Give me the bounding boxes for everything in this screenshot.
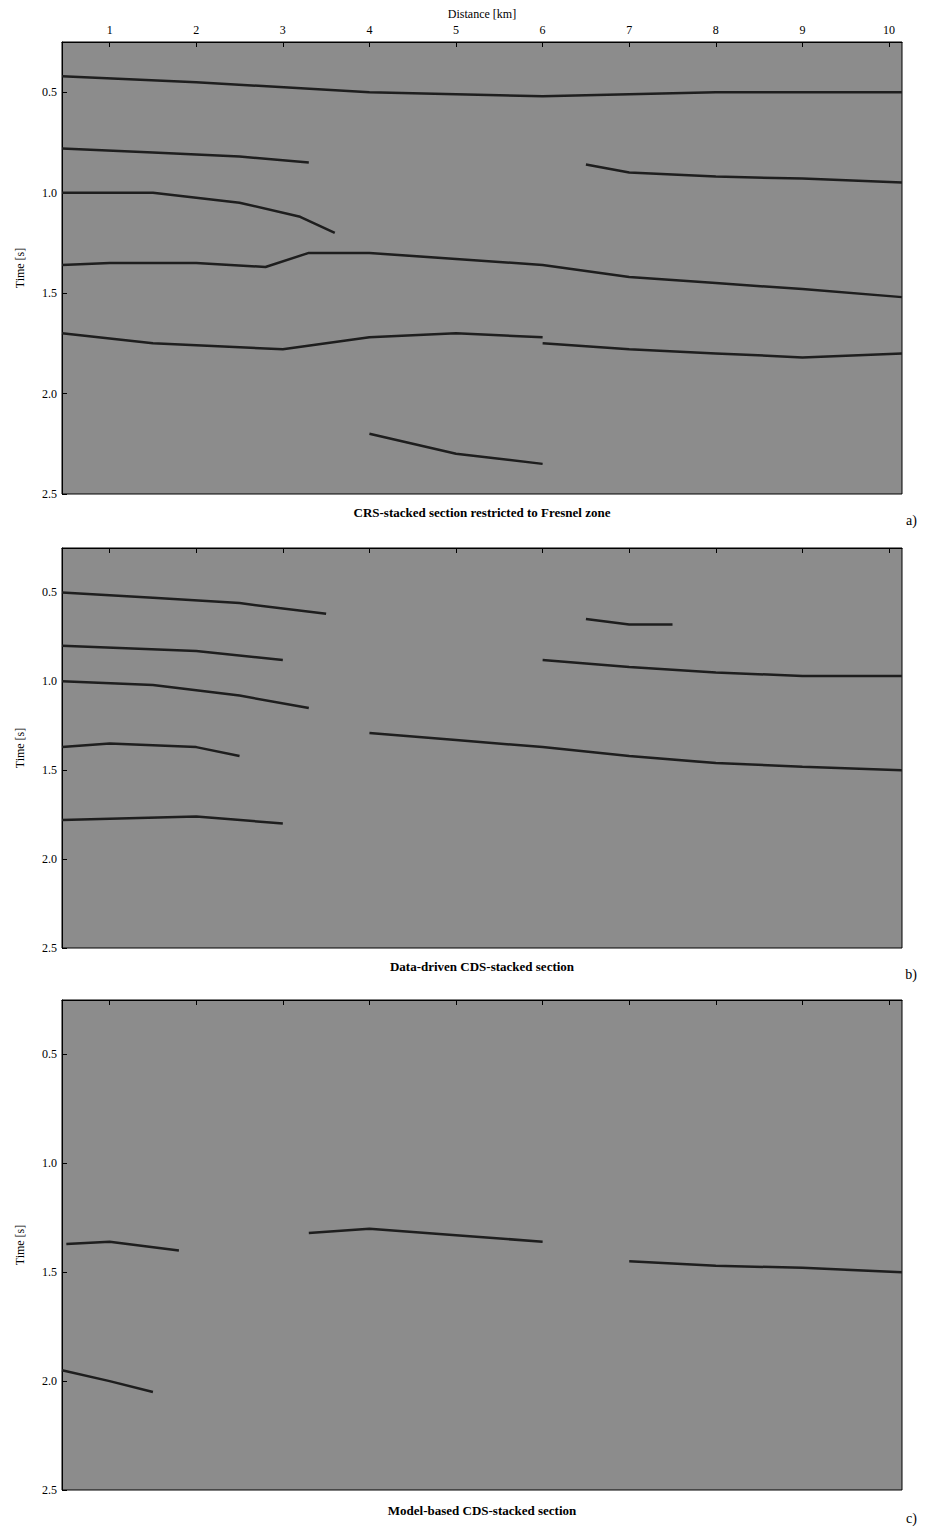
svg-text:b): b) (905, 967, 917, 983)
svg-text:2.0: 2.0 (42, 852, 57, 866)
svg-text:1.0: 1.0 (42, 186, 57, 200)
svg-text:Time [s]: Time [s] (13, 728, 27, 769)
svg-text:1.5: 1.5 (42, 286, 57, 300)
svg-text:4: 4 (366, 23, 372, 37)
svg-text:8: 8 (713, 23, 719, 37)
svg-text:Time [s]: Time [s] (13, 1225, 27, 1266)
svg-text:6: 6 (540, 23, 546, 37)
svg-text:9: 9 (799, 23, 805, 37)
svg-text:Data-driven CDS-stacked sectio: Data-driven CDS-stacked section (390, 959, 575, 974)
svg-text:Distance [km]: Distance [km] (448, 7, 516, 21)
svg-text:1.5: 1.5 (42, 1265, 57, 1279)
svg-text:CRS-stacked section restricted: CRS-stacked section restricted to Fresne… (354, 505, 611, 520)
svg-text:0.5: 0.5 (42, 1047, 57, 1061)
svg-text:5: 5 (453, 23, 459, 37)
svg-text:3: 3 (280, 23, 286, 37)
svg-text:2.0: 2.0 (42, 1374, 57, 1388)
svg-text:2.5: 2.5 (42, 941, 57, 955)
svg-text:10: 10 (883, 23, 895, 37)
svg-text:Time [s]: Time [s] (13, 248, 27, 289)
svg-text:2.5: 2.5 (42, 1483, 57, 1497)
svg-text:1.0: 1.0 (42, 1156, 57, 1170)
svg-text:a): a) (906, 513, 917, 529)
svg-text:c): c) (906, 1511, 917, 1527)
svg-text:0.5: 0.5 (42, 85, 57, 99)
svg-text:2.0: 2.0 (42, 387, 57, 401)
svg-text:1.0: 1.0 (42, 674, 57, 688)
svg-text:1: 1 (107, 23, 113, 37)
svg-text:0.5: 0.5 (42, 585, 57, 599)
svg-text:1.5: 1.5 (42, 763, 57, 777)
svg-text:Model-based CDS-stacked sectio: Model-based CDS-stacked section (388, 1503, 577, 1518)
svg-text:2.5: 2.5 (42, 487, 57, 501)
svg-text:2: 2 (193, 23, 199, 37)
svg-text:7: 7 (626, 23, 632, 37)
